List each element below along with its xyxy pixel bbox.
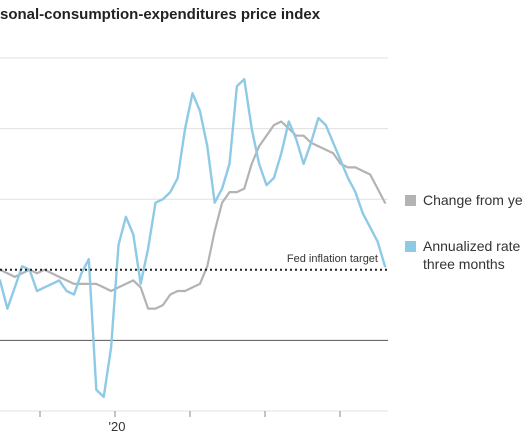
legend-label-annualized-line1: Annualized rate — [423, 238, 521, 254]
legend-swatch-yoy — [405, 195, 416, 206]
legend-label-yoy: Change from ye — [423, 192, 523, 208]
chart-title: sonal-consumption-expenditures price ind… — [0, 6, 321, 23]
legend-swatch-annualized — [405, 241, 416, 252]
series-line-yoy — [0, 120, 387, 310]
x-axis: '20 — [39, 411, 341, 434]
gridlines — [0, 57, 388, 412]
series-line-annualized — [0, 77, 387, 399]
series-lines — [0, 77, 387, 399]
legend-item-annualized: Annualized rate three months — [405, 237, 520, 273]
x-tick-label-20: '20 — [109, 419, 126, 434]
legend-item-yoy: Change from ye — [405, 191, 523, 209]
fed-target-label: Fed inflation target — [287, 253, 378, 265]
legend-label-annualized-line2: three months — [423, 256, 505, 272]
annotations: Fed inflation target — [0, 253, 388, 271]
